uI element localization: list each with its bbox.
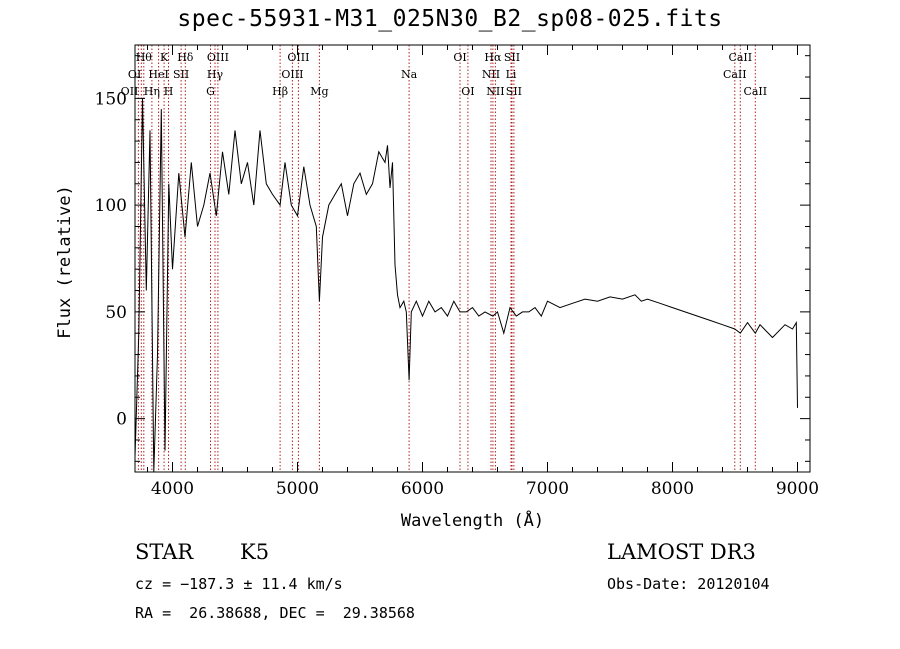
object-subclass: K5 bbox=[240, 540, 270, 564]
line-label-14: OIII bbox=[287, 51, 309, 64]
line-label-13: OIII bbox=[281, 68, 303, 81]
plot-frame bbox=[134, 44, 811, 473]
line-label-18: OI bbox=[461, 85, 474, 98]
line-labels-layer: OII OI Hθ Hη HeI K H SII Hδ G Hγ OIII Hβ OIII OIII Mg Na… bbox=[121, 51, 767, 98]
line-label-6: H bbox=[164, 85, 174, 98]
x-tick-label: 4000 bbox=[151, 479, 194, 499]
line-label-5: K bbox=[160, 51, 169, 64]
line-label-1: OI bbox=[128, 68, 141, 81]
y-tick-label: 50 bbox=[105, 303, 127, 323]
x-tick-label: 9000 bbox=[776, 479, 819, 499]
coordinates: RA = 26.38688, DEC = 29.38568 bbox=[135, 604, 415, 622]
series-layer bbox=[134, 98, 798, 473]
line-label-15: Mg bbox=[310, 85, 328, 98]
line-label-22: Li bbox=[506, 68, 517, 81]
line-label-12: Hβ bbox=[272, 85, 288, 98]
redshift-cz: cz = −187.3 ± 11.4 km/s bbox=[135, 575, 343, 593]
line-label-27: CaII bbox=[743, 85, 767, 98]
line-label-7: SII bbox=[173, 68, 189, 81]
line-label-24: SII bbox=[506, 85, 522, 98]
x-tick-label: 8000 bbox=[651, 479, 694, 499]
line-label-25: CaII bbox=[723, 68, 747, 81]
line-label-21: NII bbox=[486, 85, 504, 98]
x-axis-label: Wavelength (Å) bbox=[400, 511, 545, 531]
x-tick-label: 7000 bbox=[526, 479, 569, 499]
observation-date: Obs-Date: 20120104 bbox=[607, 575, 770, 593]
axes-layer: 4000 5000 6000 7000 8000 9000 0 50 100 150 bbox=[95, 44, 819, 499]
survey-name: LAMOST DR3 bbox=[607, 540, 756, 564]
line-label-20: Hα bbox=[484, 51, 502, 64]
y-tick-label: 100 bbox=[95, 196, 127, 216]
line-label-2: Hθ bbox=[136, 51, 153, 64]
y-tick-label: 150 bbox=[95, 89, 127, 109]
line-label-3: Hη bbox=[144, 85, 160, 98]
line-label-26: CaII bbox=[728, 51, 752, 64]
line-label-11: OIII bbox=[207, 51, 229, 64]
line-label-16: Na bbox=[401, 68, 418, 81]
line-label-9: G bbox=[206, 85, 215, 98]
y-tick-label: 0 bbox=[116, 410, 127, 430]
line-label-4: HeI bbox=[148, 68, 168, 81]
y-axis-label: Flux (relative) bbox=[55, 185, 75, 339]
line-label-19: NII bbox=[482, 68, 500, 81]
line-label-10: Hγ bbox=[207, 68, 224, 81]
line-markers-layer bbox=[137, 45, 756, 472]
spectrum-line-0 bbox=[134, 98, 798, 473]
chart-title: spec-55931-M31_025N30_B2_sp08-025.fits bbox=[177, 6, 723, 32]
line-label-0: OII bbox=[121, 85, 139, 98]
line-label-8: Hδ bbox=[177, 51, 194, 64]
x-tick-label: 6000 bbox=[401, 479, 444, 499]
line-label-23: SII bbox=[504, 51, 520, 64]
line-label-17: OI bbox=[453, 51, 466, 64]
x-tick-label: 5000 bbox=[276, 479, 319, 499]
object-class: STAR bbox=[135, 540, 194, 564]
